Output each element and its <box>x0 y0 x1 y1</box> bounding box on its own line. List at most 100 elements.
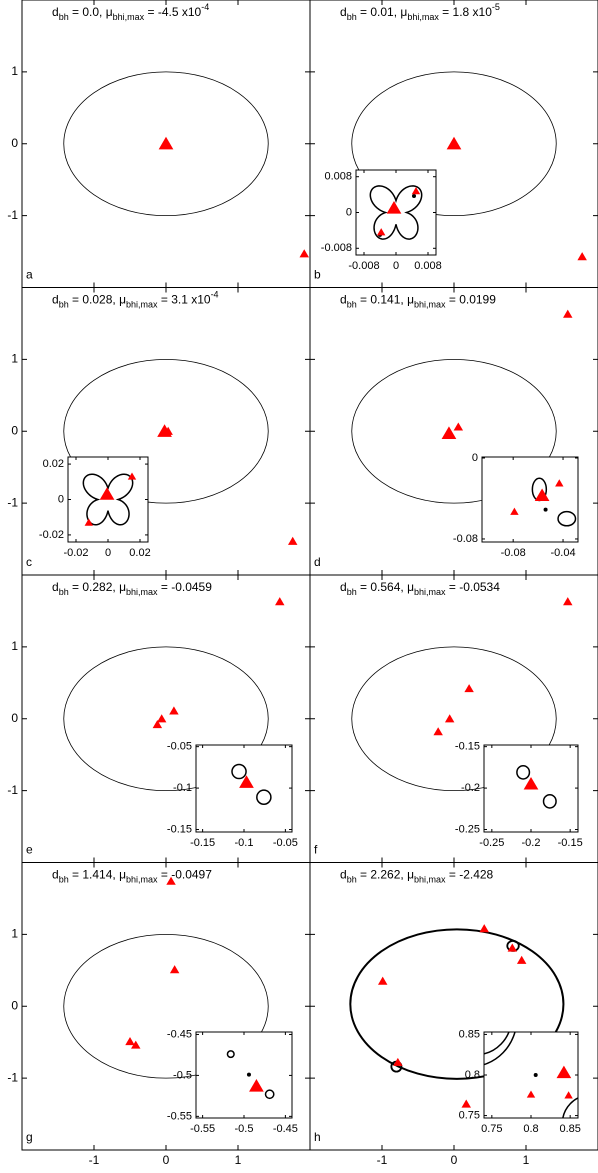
caustic-ring <box>63 358 269 504</box>
inset-background <box>196 745 292 832</box>
inset-plot <box>231 763 272 805</box>
lensed-image <box>555 479 564 487</box>
y-tick-label: 0 <box>346 206 352 218</box>
caustic-ring <box>349 928 565 1080</box>
title-part: = 0.564, μ <box>357 580 414 594</box>
inset-plot <box>226 1050 275 1100</box>
title-part: bhi,max <box>407 12 439 22</box>
critical-curve <box>82 473 134 526</box>
caustic-ring <box>351 358 557 504</box>
plot-area <box>351 597 573 792</box>
inset: -0.008 0 0.008 -0.008 0 0.008 <box>321 169 442 272</box>
inset-plot <box>484 1032 578 1118</box>
title-part: d <box>340 5 347 19</box>
lensed-image <box>577 252 587 261</box>
lensed-image <box>169 706 179 715</box>
title-part: = -0.0497 <box>158 868 213 882</box>
lensed-image <box>158 136 174 150</box>
title-part: d <box>340 580 347 594</box>
title-part: bh <box>347 12 357 22</box>
dot <box>543 507 548 512</box>
lensed-image <box>444 714 455 723</box>
panel-label: a <box>26 268 33 282</box>
title-part: = 0.141, μ <box>357 293 414 307</box>
critical-curve <box>256 789 272 805</box>
title-part: = -0.0459 <box>158 580 213 594</box>
y-tick-label: -1 <box>7 783 18 797</box>
lensed-image <box>393 1057 403 1066</box>
critical-curve <box>542 793 557 809</box>
lensed-image <box>461 1099 471 1108</box>
lensed-image <box>563 309 573 318</box>
caustic-ring <box>351 646 557 792</box>
lensed-image <box>510 507 519 515</box>
y-tick-label: 1 <box>11 927 18 941</box>
y-tick-label: 0.02 <box>43 458 64 470</box>
x-tick-label: 1 <box>235 1153 242 1167</box>
y-tick-label: -0.25 <box>455 823 480 835</box>
title-part: d <box>52 5 59 19</box>
lensed-image <box>152 720 163 729</box>
inset-frame <box>355 169 437 256</box>
title-part: d <box>340 293 347 307</box>
y-tick-label: -1 <box>7 495 18 509</box>
title-part: = 3.1 x10 <box>158 293 211 307</box>
lensed-image <box>287 536 298 545</box>
panel-title: dbh = 0.0, μbhi,max = -4.5 x10-4 <box>52 2 209 22</box>
inset-frame <box>195 744 293 833</box>
critical-curve <box>557 510 577 527</box>
lensed-image <box>156 714 167 723</box>
critical-curve <box>484 1032 510 1055</box>
x-tick-label: -0.08 <box>501 547 526 559</box>
title-part: bhi,max <box>414 875 446 885</box>
panel-title: dbh = 0.282, μbhi,max = -0.0459 <box>52 580 212 597</box>
x-tick-label: -0.05 <box>273 837 298 849</box>
lensed-image <box>239 775 254 788</box>
lensed-image <box>534 488 550 502</box>
x-tick-label: -0.45 <box>273 1123 298 1135</box>
dot <box>412 193 416 198</box>
lensed-image <box>556 1065 572 1079</box>
y-tick-label: 0.008 <box>324 171 352 183</box>
lensed-image <box>131 1040 141 1049</box>
title-part: bh <box>347 875 357 885</box>
x-tick-label: -0.5 <box>235 1123 254 1135</box>
x-tick-label: 0.8 <box>523 1123 538 1135</box>
plot-area <box>63 358 298 545</box>
x-tick-label: -0.04 <box>550 547 575 559</box>
y-tick-label: -0.15 <box>455 741 480 753</box>
y-tick-label: 1 <box>11 64 18 78</box>
x-tick-label: -0.25 <box>479 837 504 849</box>
title-part: = 1.414, μ <box>69 868 126 882</box>
lensed-image <box>377 976 388 985</box>
lensed-image <box>386 201 402 214</box>
lensed-image <box>516 955 527 964</box>
panel-label: g <box>26 1130 33 1144</box>
lensed-image <box>275 597 285 606</box>
y-tick-label: 0 <box>472 452 478 464</box>
title-part: -5 <box>492 2 500 12</box>
x-tick-label: -0.008 <box>348 260 379 272</box>
y-tick-label: 0.8 <box>465 1069 480 1081</box>
y-tick-label: 1 <box>11 352 18 366</box>
inset: 0.75 0.8 0.85 0.75 0.8 0.85 <box>459 1028 581 1135</box>
x-tick-label: -1 <box>89 1153 100 1167</box>
y-tick-label: 1 <box>11 639 18 653</box>
x-tick-label: 0.02 <box>129 547 150 559</box>
title-part: d <box>52 580 59 594</box>
title-part: -4 <box>201 2 209 12</box>
panel-title: dbh = 0.564, μbhi,max = -0.0534 <box>340 580 500 597</box>
title-part: = 2.262, μ <box>357 868 414 882</box>
panel-label: e <box>26 843 33 857</box>
title-part: = 0.0199 <box>446 293 497 307</box>
y-tick-label: -0.1 <box>173 782 192 794</box>
title-part: = 0.028, μ <box>69 293 126 307</box>
inset: -0.15 -0.1 -0.05 -0.15 -0.1 -0.05 <box>167 741 298 849</box>
y-tick-label: -0.02 <box>39 529 64 541</box>
x-tick-label: 0 <box>393 260 399 272</box>
y-tick-label: 0 <box>11 136 18 150</box>
x-tick-label: -1 <box>377 1153 388 1167</box>
